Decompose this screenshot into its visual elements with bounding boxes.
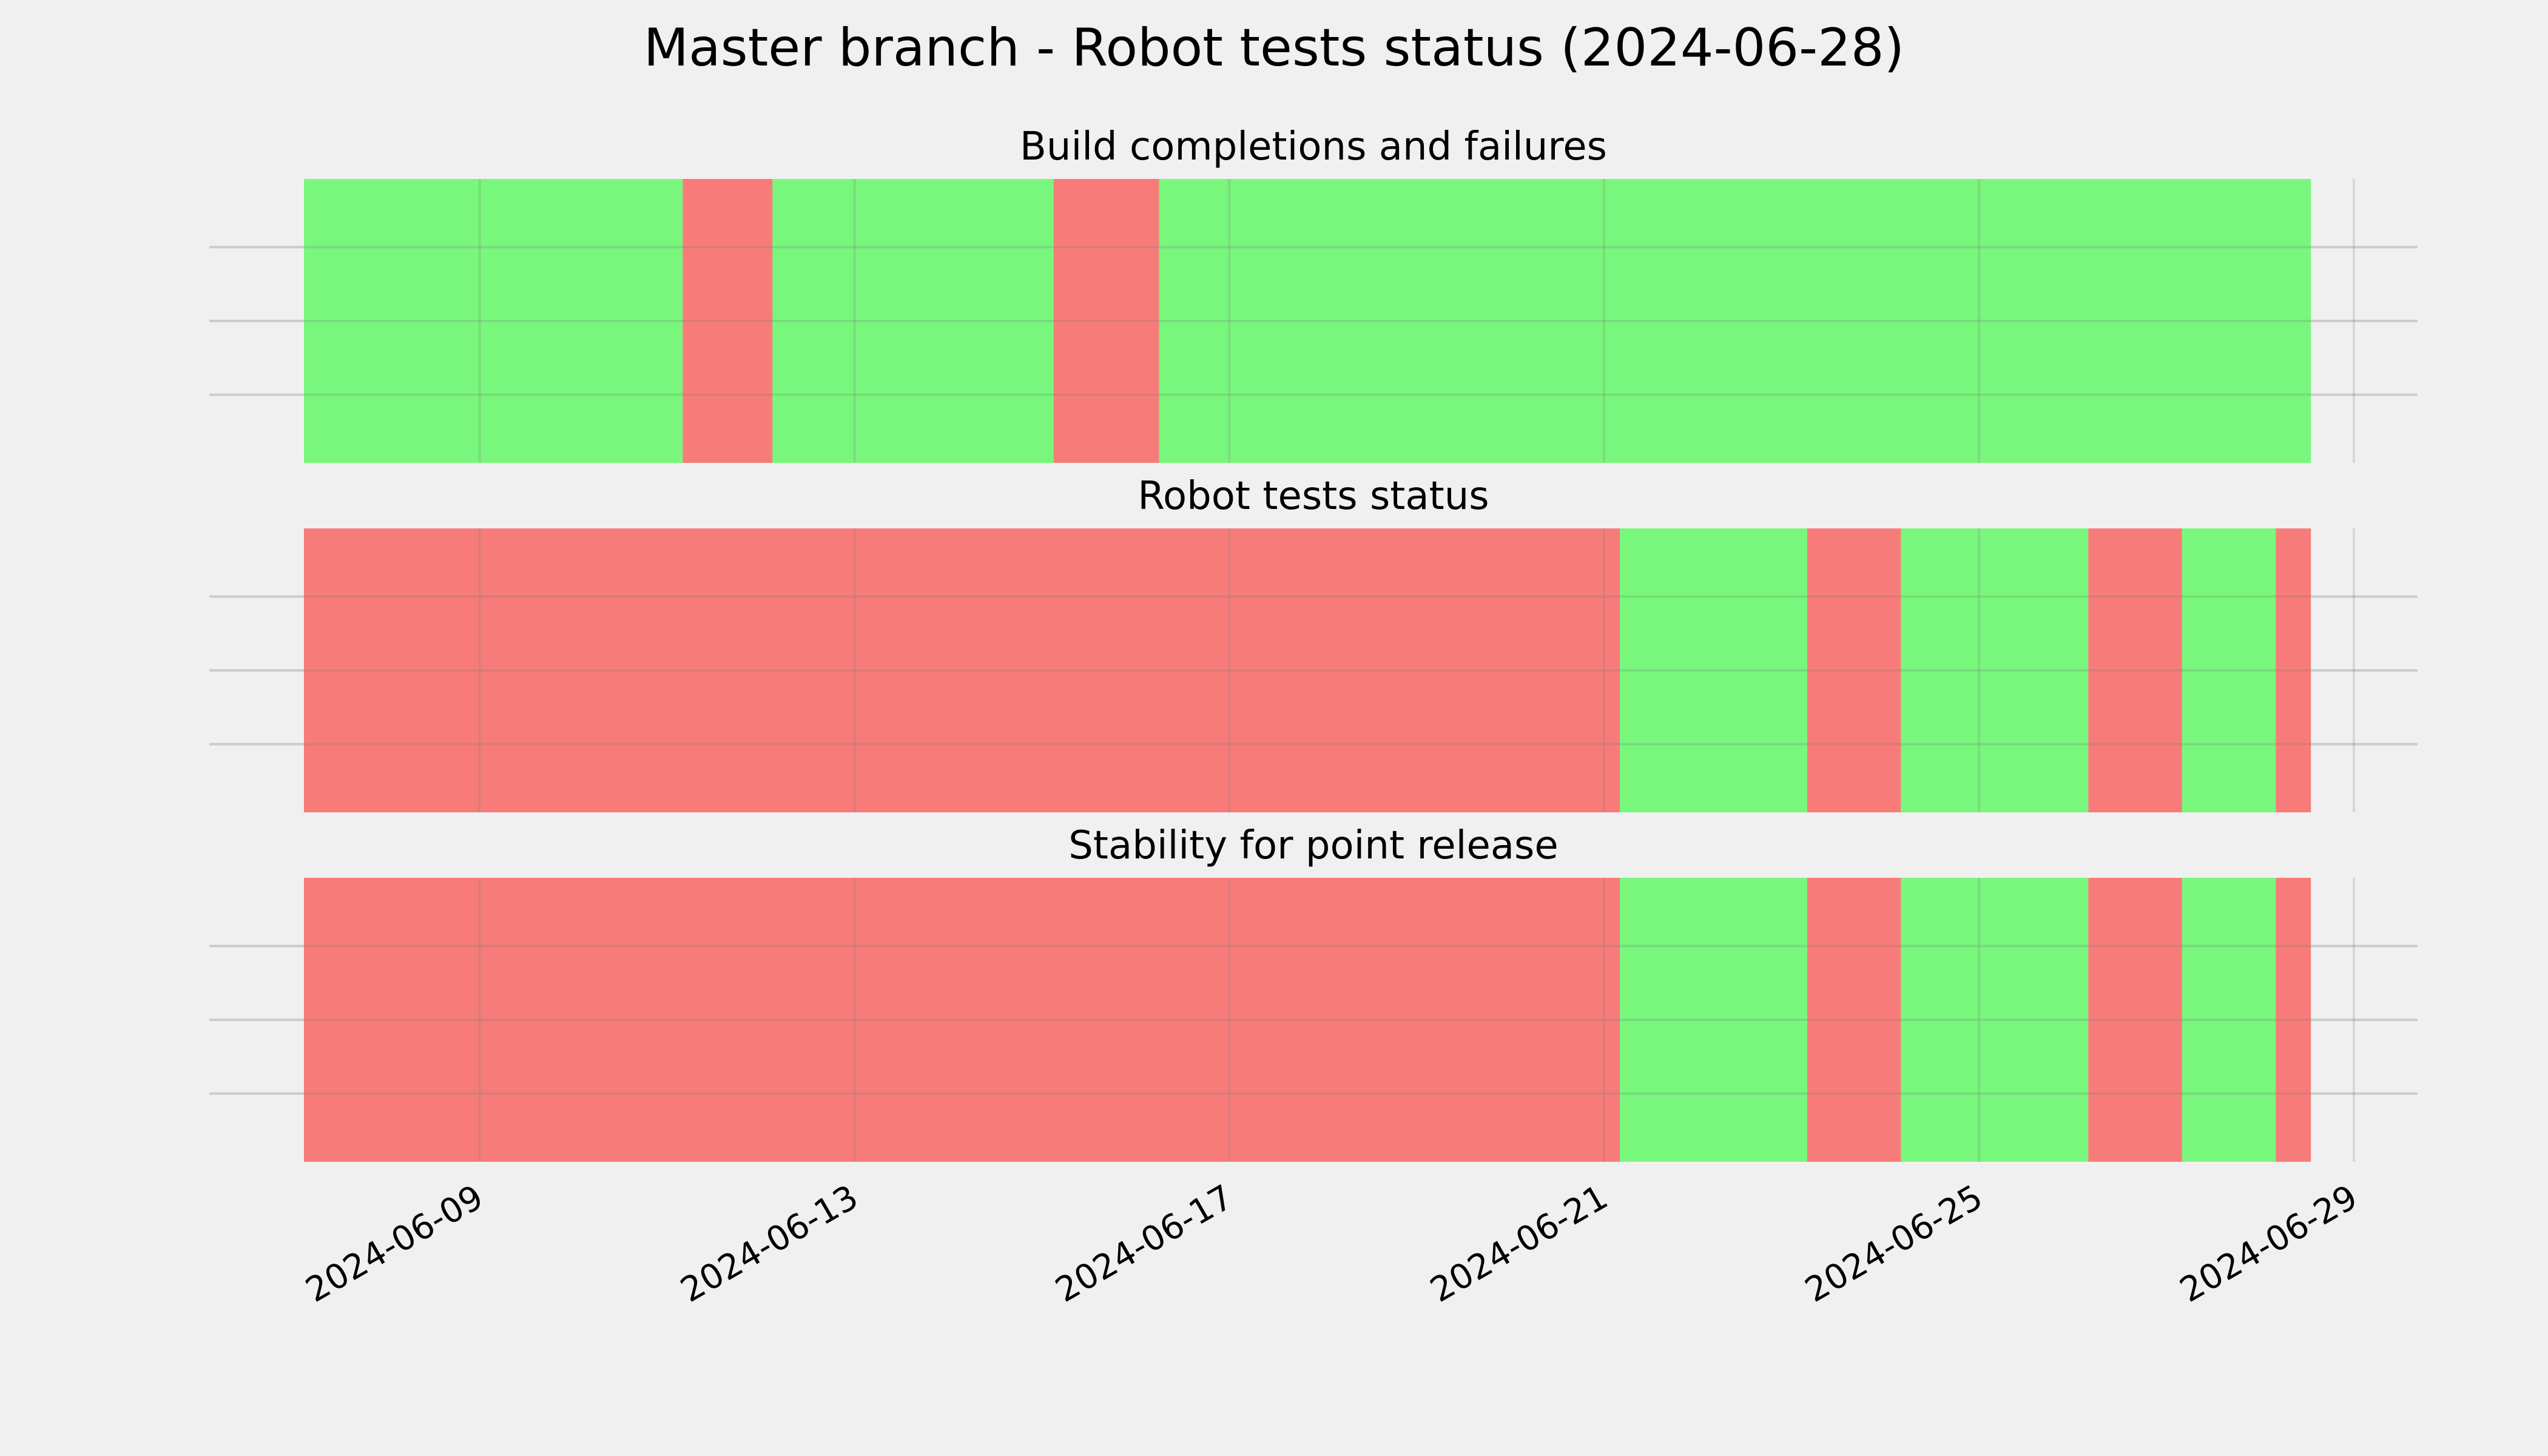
figure-title: Master branch - Robot tests status (2024… xyxy=(644,18,1904,78)
status-segment-fail xyxy=(1807,528,1901,812)
status-segment-pass xyxy=(1901,528,2089,812)
status-segment-pass xyxy=(1619,528,1807,812)
x-tick-label: 2024-06-25 xyxy=(1799,1178,1989,1310)
status-segment-fail xyxy=(2088,528,2182,812)
status-segment-pass xyxy=(2182,528,2276,812)
status-segment-pass xyxy=(304,179,683,463)
status-segment-fail xyxy=(2276,528,2311,812)
x-tick-label: 2024-06-21 xyxy=(1424,1178,1614,1310)
status-segment-pass xyxy=(2182,878,2276,1162)
panel-title: Robot tests status xyxy=(1138,474,1489,519)
chart-panel-3: Stability for point release 2024-06-09 202… xyxy=(209,823,2418,1310)
x-tick-label: 2024-06-29 xyxy=(2174,1178,2364,1310)
status-segment-fail xyxy=(2276,878,2311,1162)
x-tick-label: 2024-06-09 xyxy=(299,1178,490,1310)
x-tick-label: 2024-06-17 xyxy=(1049,1178,1239,1310)
panel-title: Build completions and failures xyxy=(1020,124,1607,169)
status-segment-fail xyxy=(304,528,1620,812)
status-segment-pass xyxy=(1901,878,2089,1162)
chart-panel-1: Build completions and failures xyxy=(209,124,2418,463)
status-segment-pass xyxy=(1159,179,2311,463)
x-tick-label: 2024-06-13 xyxy=(674,1178,864,1310)
status-segment-pass xyxy=(772,179,1054,463)
status-segment-fail xyxy=(2088,878,2182,1162)
chart-panel-2: Robot tests status xyxy=(209,474,2418,812)
panel-title: Stability for point release xyxy=(1068,823,1559,868)
status-segment-fail xyxy=(304,878,1620,1162)
status-segment-fail xyxy=(682,179,773,463)
status-segment-fail xyxy=(1053,179,1159,463)
status-segment-pass xyxy=(1619,878,1807,1162)
status-segment-fail xyxy=(1807,878,1901,1162)
chart-panels: Build completions and failures Robot test… xyxy=(209,124,2418,1310)
